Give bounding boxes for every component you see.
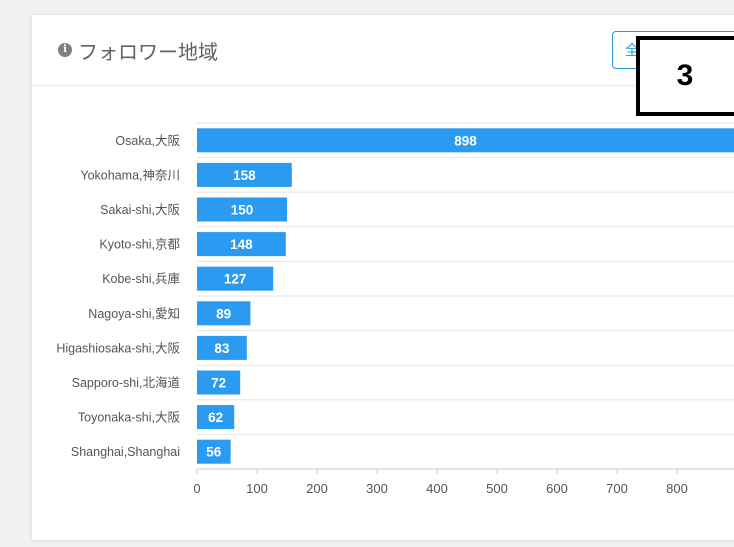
value-label: 158 [233,168,256,183]
card-title: フォロワー地域 [78,40,218,64]
value-label: 72 [211,376,226,391]
category-label: Yokohama,神奈川 [80,168,180,182]
x-tick-label: 200 [306,481,328,496]
value-label: 148 [230,237,253,252]
x-tick-label: 500 [486,481,508,496]
category-label: Nagoya-shi,愛知 [88,307,180,321]
x-tick-label: 100 [246,481,268,496]
value-label: 898 [454,133,477,148]
category-label: Sapporo-shi,北海道 [72,375,181,390]
x-tick-label: 300 [366,481,388,496]
x-tick-label: 0 [193,481,200,496]
x-tick-label: 700 [606,481,628,496]
bar [197,197,287,222]
category-label: Kobe-shi,兵庫 [102,272,180,286]
value-label: 56 [206,445,222,460]
info-icon: i [58,43,72,57]
category-label: Higashiosaka-shi,大阪 [56,341,180,355]
category-label: Sakai-shi,大阪 [100,203,180,217]
bar [197,301,251,326]
bar [197,232,286,257]
x-tick-label: 800 [666,481,688,496]
bar [197,370,241,395]
step-number-badge: 3 [636,36,734,116]
bar [197,162,292,187]
category-label: Toyonaka-shi,大阪 [78,411,181,425]
step-number: 3 [676,59,694,92]
x-tick-label: 600 [546,481,568,496]
value-label: 127 [224,272,247,287]
category-label: Shanghai,Shanghai [71,445,180,459]
bar [197,335,247,360]
value-label: 150 [231,203,254,218]
x-tick-label: 400 [426,481,448,496]
value-label: 62 [208,410,223,425]
bar [197,266,274,291]
bar [197,128,734,153]
value-label: 83 [214,341,230,356]
bar [197,405,235,430]
value-label: 89 [216,306,231,321]
category-label: Osaka,大阪 [115,134,180,148]
category-label: Kyoto-shi,京都 [99,238,180,252]
bar [197,439,231,464]
